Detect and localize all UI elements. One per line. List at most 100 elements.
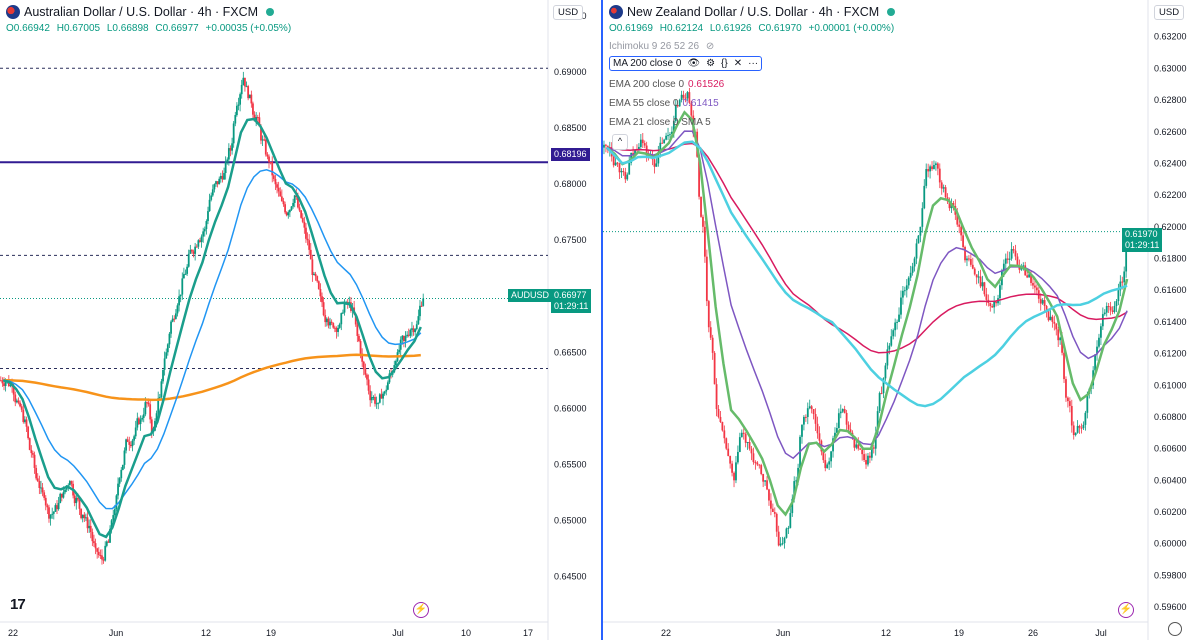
candle-body bbox=[700, 196, 702, 217]
candle-body bbox=[940, 182, 943, 189]
candle-body bbox=[764, 480, 766, 482]
candle-body bbox=[382, 393, 384, 399]
eye-icon[interactable]: 👁 bbox=[687, 58, 701, 69]
lightning-icon[interactable]: ⚡ bbox=[1118, 602, 1134, 618]
candle-body bbox=[785, 528, 788, 538]
candle-body bbox=[1057, 329, 1060, 341]
indicator-ema200[interactable]: EMA 200 close 0 0.61526 bbox=[609, 79, 724, 90]
code-icon[interactable]: {} bbox=[721, 58, 728, 69]
candle-body bbox=[942, 187, 945, 189]
candle-body bbox=[268, 156, 270, 162]
candle-body bbox=[892, 330, 895, 337]
candle-body bbox=[777, 531, 780, 546]
candle-body bbox=[907, 277, 910, 286]
last-price-tag: 0.61970 01:29:11 bbox=[1122, 228, 1163, 252]
chart-header: New Zealand Dollar / U.S. Dollar · 4h · … bbox=[609, 5, 896, 19]
candle-body bbox=[1082, 424, 1085, 429]
candle-body bbox=[250, 94, 253, 104]
close-icon[interactable]: ✕ bbox=[733, 58, 743, 69]
price-axis-label: 0.60800 bbox=[1154, 412, 1187, 422]
candle-body bbox=[1008, 258, 1011, 260]
candle-body bbox=[1084, 412, 1087, 425]
ma-200-line bbox=[606, 140, 1128, 408]
candle-body bbox=[659, 142, 662, 153]
candle-body bbox=[234, 115, 237, 124]
candle-body bbox=[287, 212, 290, 216]
more-icon[interactable]: ··· bbox=[748, 58, 759, 69]
candle-body bbox=[189, 249, 192, 254]
candle-body bbox=[801, 424, 803, 437]
candle-body bbox=[101, 555, 103, 560]
candle-body bbox=[771, 508, 774, 513]
candle-body bbox=[742, 432, 745, 434]
chart-title[interactable]: Australian Dollar / U.S. Dollar · 4h · F… bbox=[24, 5, 259, 19]
candle-body bbox=[882, 378, 885, 394]
time-axis-label: 10 bbox=[461, 628, 471, 638]
high-value: H0.62124 bbox=[659, 23, 704, 34]
candle-body bbox=[192, 251, 195, 254]
candle-body bbox=[738, 437, 741, 452]
candle-body bbox=[1096, 346, 1098, 355]
candle-body bbox=[17, 400, 20, 403]
settings-gear-icon[interactable] bbox=[1168, 622, 1182, 636]
settings-icon[interactable]: ⚙ bbox=[706, 58, 716, 69]
candle-body bbox=[211, 189, 214, 196]
candle-body bbox=[837, 413, 840, 428]
candle-body bbox=[117, 483, 119, 496]
candle-body bbox=[1117, 290, 1120, 302]
candle-body bbox=[752, 453, 755, 463]
candle-body bbox=[149, 404, 152, 420]
candle-body bbox=[194, 246, 197, 254]
candle-body bbox=[804, 416, 807, 418]
currency-button[interactable]: USD bbox=[1154, 5, 1185, 20]
candle-body bbox=[60, 493, 63, 498]
candle-body bbox=[144, 402, 147, 415]
candle-body bbox=[252, 103, 254, 115]
price-axis-label: 0.63200 bbox=[1154, 32, 1187, 42]
audusd-chart-pane[interactable]: 0.695000.690000.685000.680000.675000.670… bbox=[0, 0, 600, 640]
candle-body bbox=[19, 402, 21, 407]
candle-body bbox=[403, 335, 405, 342]
candle-body bbox=[896, 321, 898, 323]
candle-body bbox=[333, 327, 336, 329]
candle-body bbox=[803, 416, 805, 425]
candle-body bbox=[618, 163, 621, 173]
price-axis-label: 0.69000 bbox=[554, 67, 587, 77]
candle-body bbox=[176, 305, 179, 314]
candle-body bbox=[952, 203, 955, 206]
tradingview-logo[interactable]: 17 bbox=[10, 596, 26, 613]
close-value: C0.61970 bbox=[758, 23, 802, 34]
candle-body bbox=[300, 210, 303, 218]
indicator-ema21[interactable]: EMA 21 close 0 SMA 5 bbox=[609, 117, 711, 128]
hidden-eye-icon[interactable]: ⊘ bbox=[705, 41, 715, 52]
candle-body bbox=[266, 154, 269, 157]
candle-body bbox=[51, 513, 54, 515]
candle-body bbox=[226, 159, 229, 162]
time-axis-label: 26 bbox=[1028, 628, 1038, 638]
candle-body bbox=[1041, 300, 1044, 304]
ema-55-line bbox=[3, 169, 422, 510]
candle-body bbox=[245, 86, 248, 88]
low-value: L0.66898 bbox=[106, 23, 149, 34]
price-axis-label: 0.62600 bbox=[1154, 127, 1187, 137]
candle-body bbox=[1030, 274, 1032, 283]
indicator-ma200[interactable]: MA 200 close 0 👁 ⚙ {} ✕ ··· bbox=[609, 56, 763, 71]
indicator-ema55[interactable]: EMA 55 close 0 0.61415 bbox=[609, 98, 719, 109]
lightning-icon[interactable]: ⚡ bbox=[413, 602, 429, 618]
candle-body bbox=[867, 455, 869, 465]
candle-body bbox=[917, 235, 920, 244]
chart-title[interactable]: New Zealand Dollar / U.S. Dollar · 4h · … bbox=[627, 5, 880, 19]
candle-body bbox=[806, 408, 809, 418]
currency-button[interactable]: USD bbox=[553, 5, 584, 20]
candle-body bbox=[1055, 323, 1058, 330]
collapse-indicators-button[interactable]: ^ bbox=[612, 134, 628, 150]
candle-body bbox=[911, 266, 914, 273]
candle-body bbox=[855, 444, 858, 448]
nzdusd-chart-pane[interactable]: 0.63200 0.63000 0.62800 0.62600 0.62400 0.622… bbox=[601, 0, 1198, 640]
candle-body bbox=[740, 432, 743, 438]
candle-body bbox=[399, 339, 402, 350]
candle-body bbox=[723, 430, 726, 439]
indicator-ichimoku[interactable]: Ichimoku 9 26 52 26 ⊘ bbox=[609, 41, 714, 52]
candle-body bbox=[229, 148, 232, 151]
candle-body bbox=[93, 541, 95, 544]
